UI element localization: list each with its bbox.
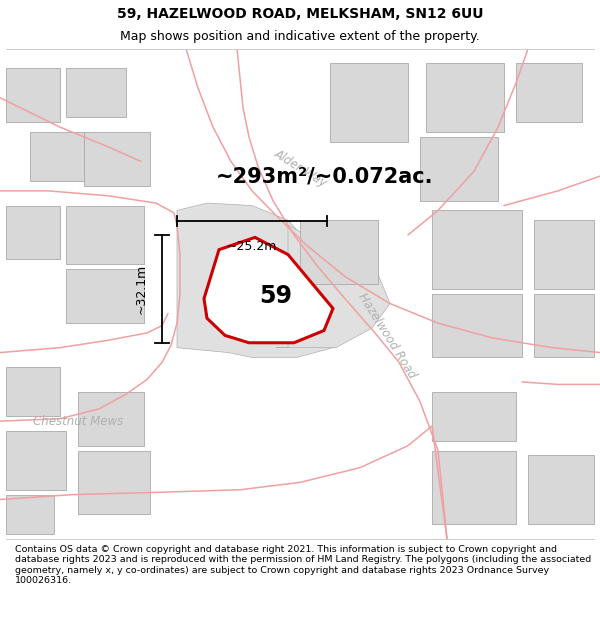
Polygon shape bbox=[6, 68, 60, 122]
Text: ~293m²/~0.072ac.: ~293m²/~0.072ac. bbox=[216, 166, 433, 186]
Polygon shape bbox=[330, 64, 408, 142]
Polygon shape bbox=[432, 392, 516, 441]
Text: Map shows position and indicative extent of the property.: Map shows position and indicative extent… bbox=[120, 30, 480, 43]
Polygon shape bbox=[30, 132, 84, 181]
Text: Hazelwood Road: Hazelwood Road bbox=[355, 290, 419, 381]
Text: Contains OS data © Crown copyright and database right 2021. This information is : Contains OS data © Crown copyright and d… bbox=[15, 545, 591, 585]
Polygon shape bbox=[6, 206, 60, 259]
Polygon shape bbox=[300, 220, 378, 284]
Text: Chestnut Mews: Chestnut Mews bbox=[33, 414, 123, 428]
Polygon shape bbox=[528, 456, 594, 524]
Polygon shape bbox=[6, 368, 60, 416]
Polygon shape bbox=[78, 451, 150, 514]
Polygon shape bbox=[426, 64, 504, 132]
Polygon shape bbox=[66, 68, 126, 118]
Polygon shape bbox=[204, 238, 333, 342]
Polygon shape bbox=[6, 431, 66, 490]
Polygon shape bbox=[66, 269, 144, 323]
Text: 59: 59 bbox=[260, 284, 293, 308]
Polygon shape bbox=[534, 220, 594, 289]
Polygon shape bbox=[66, 206, 144, 264]
Text: 59, HAZELWOOD ROAD, MELKSHAM, SN12 6UU: 59, HAZELWOOD ROAD, MELKSHAM, SN12 6UU bbox=[117, 7, 483, 21]
Polygon shape bbox=[420, 137, 498, 201]
Text: ~32.1m: ~32.1m bbox=[134, 264, 148, 314]
Polygon shape bbox=[534, 294, 594, 358]
Polygon shape bbox=[516, 64, 582, 122]
Polygon shape bbox=[6, 494, 54, 534]
Polygon shape bbox=[432, 451, 516, 524]
Polygon shape bbox=[177, 203, 351, 358]
Polygon shape bbox=[78, 392, 144, 446]
Polygon shape bbox=[432, 211, 522, 289]
Text: Alder Way: Alder Way bbox=[271, 148, 329, 190]
Polygon shape bbox=[276, 225, 390, 348]
Polygon shape bbox=[84, 132, 150, 186]
Polygon shape bbox=[432, 294, 522, 358]
Text: ~25.2m: ~25.2m bbox=[227, 240, 277, 253]
